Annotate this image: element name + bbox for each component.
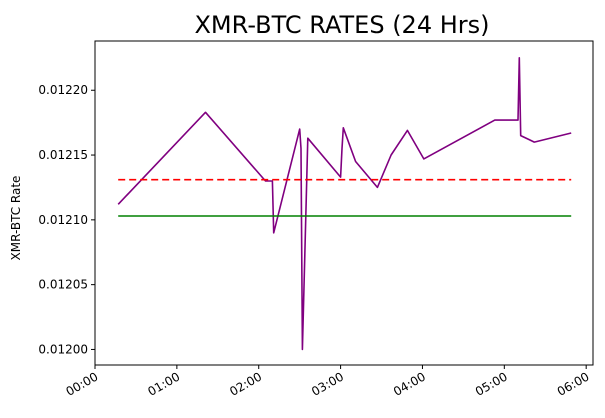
y-tick-label: 0.01220 — [38, 83, 88, 97]
series-line-0 — [117, 56, 572, 351]
y-axis-label: XMR-BTC Rate — [9, 176, 23, 261]
y-tick-label: 0.01200 — [38, 342, 88, 356]
x-tick-label: 05:00 — [473, 369, 510, 398]
x-tick-label: 00:00 — [64, 369, 101, 398]
x-tick-label: 06:00 — [555, 369, 592, 398]
y-tick-label: 0.01210 — [38, 213, 88, 227]
x-tick-label: 03:00 — [309, 369, 346, 398]
y-axis-ticks: 0.01200 0.01205 0.01210 0.01215 0.01220 — [38, 83, 95, 356]
chart-title: XMR-BTC RATES (24 Hrs) — [194, 11, 489, 39]
y-tick-label: 0.01215 — [38, 148, 88, 162]
x-tick-label: 04:00 — [391, 369, 428, 398]
x-axis-ticks: 00:00 01:00 02:00 03:00 04:00 05:00 06:00 — [64, 365, 592, 399]
plot-frame — [94, 40, 594, 366]
y-tick-label: 0.01205 — [38, 278, 88, 292]
x-tick-label: 01:00 — [145, 369, 182, 398]
x-tick-label: 02:00 — [227, 369, 264, 398]
series-layer — [117, 56, 572, 351]
